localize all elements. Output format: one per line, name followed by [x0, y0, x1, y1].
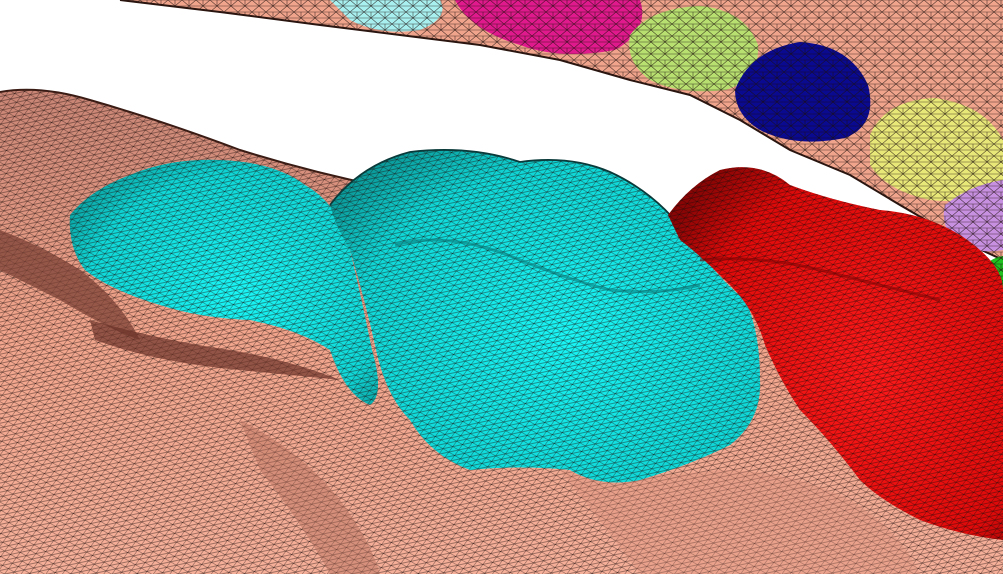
cyan-molar-front [329, 149, 761, 483]
cyan-molar-back [69, 159, 379, 405]
upper-arch [119, 0, 1003, 300]
gum-groove-left [0, 230, 140, 340]
upper-gum-edge [119, 0, 1003, 261]
lower-gum-edge [0, 88, 401, 191]
cusp-groove [394, 238, 701, 294]
gum-fold [240, 420, 380, 574]
red-molar [668, 167, 1003, 540]
red-cusp-groove [699, 257, 941, 302]
gum-groove-mid [90, 320, 340, 380]
